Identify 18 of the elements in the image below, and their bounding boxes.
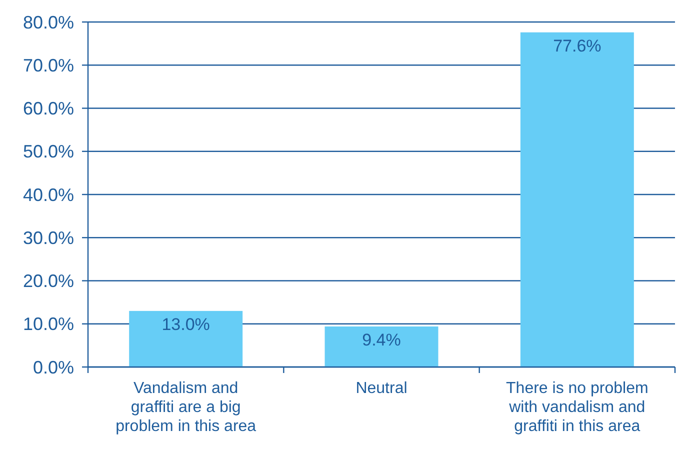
y-tick-label: 30.0% xyxy=(22,228,74,248)
bar xyxy=(324,326,438,367)
y-tick-label: 60.0% xyxy=(22,98,74,119)
x-tick-label: Vandalism and graffiti are a big problem in this area xyxy=(116,380,256,435)
y-tick-label: 70.0% xyxy=(22,55,74,76)
y-tick-label: 0.0% xyxy=(32,357,74,378)
x-tick-label: There is no problem with vandalism and graffiti in this area xyxy=(506,380,648,435)
bar xyxy=(520,32,634,367)
y-tick-label: 10.0% xyxy=(22,314,74,334)
x-tick-label: Neutral xyxy=(356,380,408,397)
y-tick-label: 40.0% xyxy=(22,184,74,205)
data-label: 77.6% xyxy=(553,36,602,56)
y-tick-label: 20.0% xyxy=(22,271,74,292)
y-tick-label: 50.0% xyxy=(22,142,74,162)
y-tick-label: 80.0% xyxy=(22,12,74,32)
bar xyxy=(129,310,243,367)
data-label: 9.4% xyxy=(362,330,401,350)
data-label: 13.0% xyxy=(162,314,210,334)
